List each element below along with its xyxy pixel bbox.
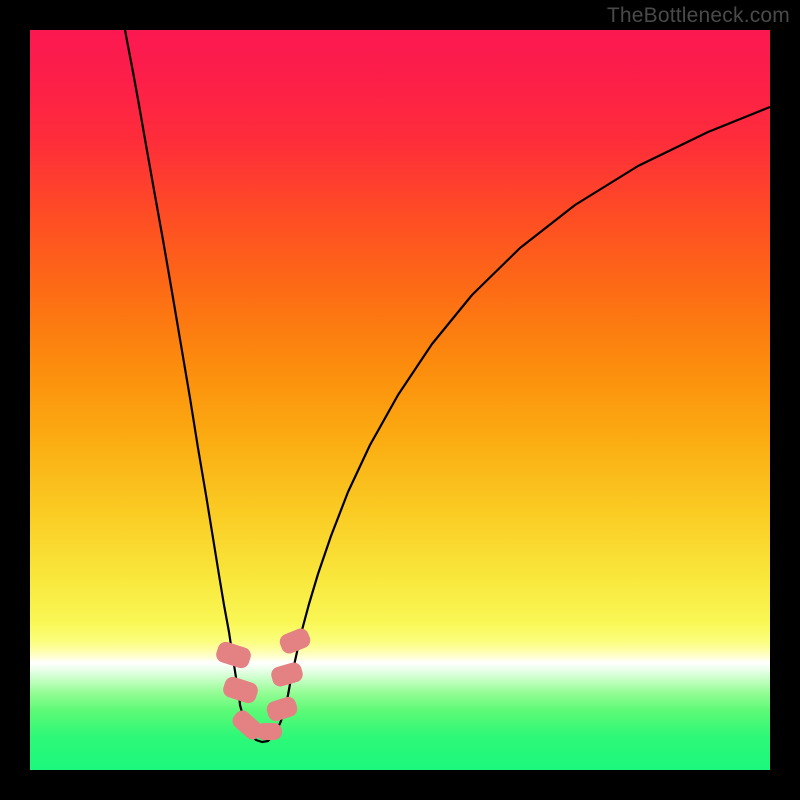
plot-background (30, 30, 770, 770)
attribution-text: TheBottleneck.com (607, 4, 790, 28)
plot-area (30, 30, 770, 770)
plot-svg (30, 30, 770, 770)
